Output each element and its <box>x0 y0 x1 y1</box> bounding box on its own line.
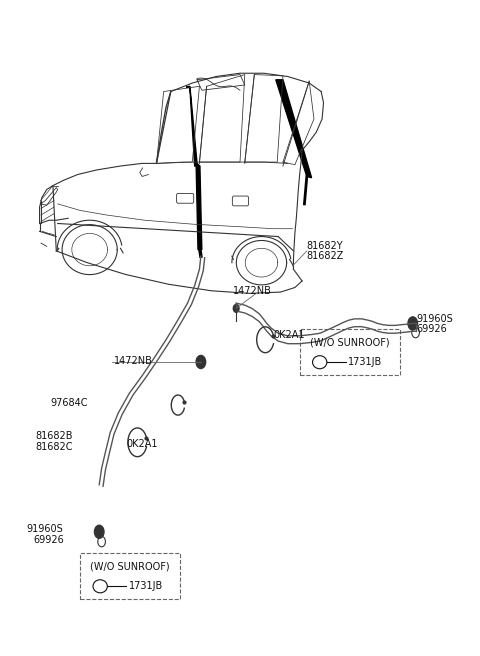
Circle shape <box>233 304 239 312</box>
Text: 81682C: 81682C <box>36 442 73 452</box>
Polygon shape <box>196 163 202 250</box>
Circle shape <box>95 525 104 539</box>
Text: 81682Y: 81682Y <box>307 241 343 251</box>
Text: 81682Z: 81682Z <box>307 251 344 261</box>
Circle shape <box>196 356 205 369</box>
Text: 0K2A1: 0K2A1 <box>126 440 158 449</box>
Text: 1731JB: 1731JB <box>129 581 163 591</box>
Text: 91960S: 91960S <box>417 314 453 324</box>
Text: 1472NB: 1472NB <box>114 356 153 365</box>
Text: 81682B: 81682B <box>36 432 73 441</box>
Text: 91960S: 91960S <box>26 524 63 534</box>
Text: 1472NB: 1472NB <box>233 287 272 297</box>
Circle shape <box>408 317 418 330</box>
Text: (W/O SUNROOF): (W/O SUNROOF) <box>310 337 390 347</box>
Text: 69926: 69926 <box>34 535 65 544</box>
Text: 69926: 69926 <box>417 324 447 335</box>
Text: 97684C: 97684C <box>50 398 87 408</box>
Polygon shape <box>186 87 199 166</box>
Text: 0K2A1: 0K2A1 <box>274 329 305 340</box>
Polygon shape <box>276 80 312 178</box>
Text: (W/O SUNROOF): (W/O SUNROOF) <box>90 561 170 571</box>
Text: 1731JB: 1731JB <box>348 358 383 367</box>
